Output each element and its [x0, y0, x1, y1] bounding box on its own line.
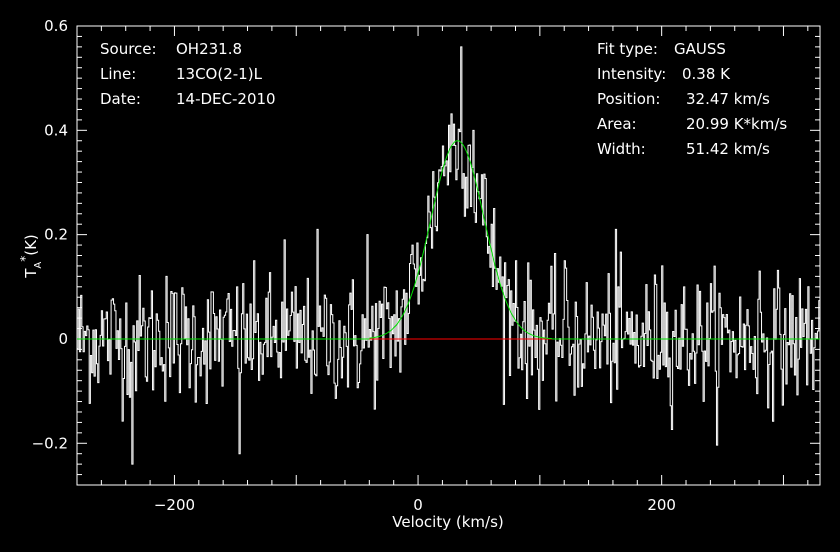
fit-width-value: 51.42 km/s [686, 140, 770, 158]
tick-labels: −200 0 200 −0.2 0 0.2 0.4 0.6 [32, 17, 676, 514]
source-label: Source: [100, 40, 157, 58]
y-tick-label: −0.2 [32, 434, 68, 452]
y-axis-label-sup: * [18, 256, 32, 262]
y-tick-label: 0.6 [44, 17, 68, 35]
x-tick-label: 0 [413, 496, 423, 514]
x-axis-label: Velocity (km/s) [392, 513, 503, 531]
spectrum-line [77, 46, 820, 465]
fit-type-value: GAUSS [674, 40, 726, 58]
y-axis-label: TA*(K) [18, 234, 44, 279]
fit-width-label: Width: [597, 140, 646, 158]
y-axis-label-sub: A [33, 262, 44, 269]
fit-position-value: 32.47 km/s [686, 90, 770, 108]
fit-area-value: 20.99 K*km/s [686, 115, 787, 133]
x-tick-label: −200 [154, 496, 195, 514]
source-value: OH231.8 [176, 40, 242, 58]
gaussian-fit-line [369, 140, 553, 340]
y-tick-label: 0 [58, 330, 68, 348]
fit-results: Fit type: GAUSS Intensity: 0.38 K Positi… [597, 40, 787, 158]
fit-type-label: Fit type: [597, 40, 658, 58]
date-value: 14-DEC-2010 [176, 90, 276, 108]
fit-intensity-label: Intensity: [597, 65, 666, 83]
y-tick-label: 0.2 [44, 226, 68, 244]
source-info: Source: OH231.8 Line: 13CO(2-1)L Date: 1… [100, 40, 276, 108]
date-label: Date: [100, 90, 141, 108]
line-label: Line: [100, 65, 136, 83]
y-tick-label: 0.4 [44, 121, 68, 139]
y-axis-label-main: T [22, 268, 40, 279]
fit-intensity-value: 0.38 K [682, 65, 731, 83]
axis-ticks [77, 25, 820, 485]
line-value: 13CO(2-1)L [176, 65, 263, 83]
fit-area-label: Area: [597, 115, 637, 133]
svg-text:TA*(K): TA*(K) [18, 234, 44, 279]
fit-position-label: Position: [597, 90, 660, 108]
x-tick-label: 200 [647, 496, 676, 514]
y-axis-label-unit: (K) [22, 234, 40, 256]
